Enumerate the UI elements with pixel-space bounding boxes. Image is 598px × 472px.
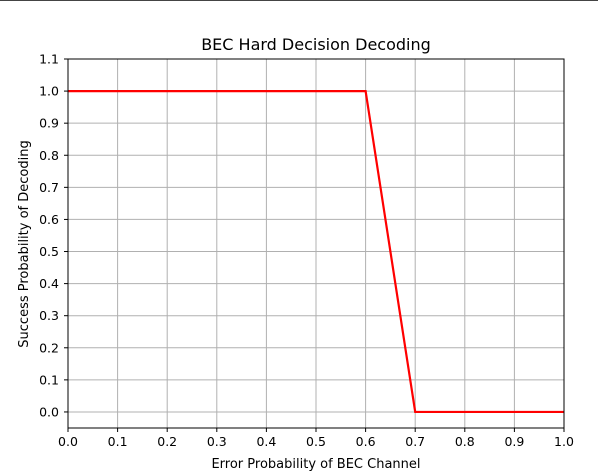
x-tick-label: 0.2 <box>157 434 177 449</box>
y-axis-label: Success Probability of Decoding <box>17 140 32 347</box>
y-tick-label: 0.3 <box>39 308 59 323</box>
y-tick-label: 0.9 <box>39 116 59 131</box>
x-tick-label: 0.0 <box>58 434 78 449</box>
y-tick-label: 0.0 <box>39 404 59 419</box>
x-tick-label: 0.9 <box>504 434 524 449</box>
series-group <box>68 89 564 414</box>
x-tick-label: 1.0 <box>554 434 574 449</box>
window-top-border <box>0 0 598 1</box>
y-tick-label: 0.2 <box>39 340 59 355</box>
chart-title: BEC Hard Decision Decoding <box>201 35 431 54</box>
plot-frame <box>67 58 565 429</box>
x-tick-label: 0.7 <box>405 434 425 449</box>
x-tick-label: 0.8 <box>455 434 475 449</box>
y-tick-label: 0.7 <box>39 180 59 195</box>
series-line <box>68 89 564 414</box>
x-axis-label: Error Probability of BEC Channel <box>211 457 420 472</box>
y-tick-label: 0.4 <box>39 276 59 291</box>
y-tick-label: 0.1 <box>39 372 59 387</box>
y-tick-label: 1.0 <box>39 84 59 99</box>
x-tick-label: 0.5 <box>306 434 326 449</box>
ticks: 0.0 0.1 0.2 0.3 0.4 0.5 0.6 0.7 0.8 0.9 1.0 0.0 0.1 0… <box>39 52 574 450</box>
x-tick-label: 0.6 <box>356 434 376 449</box>
x-tick-label: 0.4 <box>256 434 276 449</box>
y-tick-label: 0.8 <box>39 148 59 163</box>
x-tick-label: 0.3 <box>207 434 227 449</box>
x-tick-label: 0.1 <box>108 434 128 449</box>
grid <box>67 58 565 428</box>
y-tick-label: 0.5 <box>39 244 59 259</box>
y-tick-label: 0.6 <box>39 212 59 227</box>
y-tick-label: 1.1 <box>39 52 59 67</box>
